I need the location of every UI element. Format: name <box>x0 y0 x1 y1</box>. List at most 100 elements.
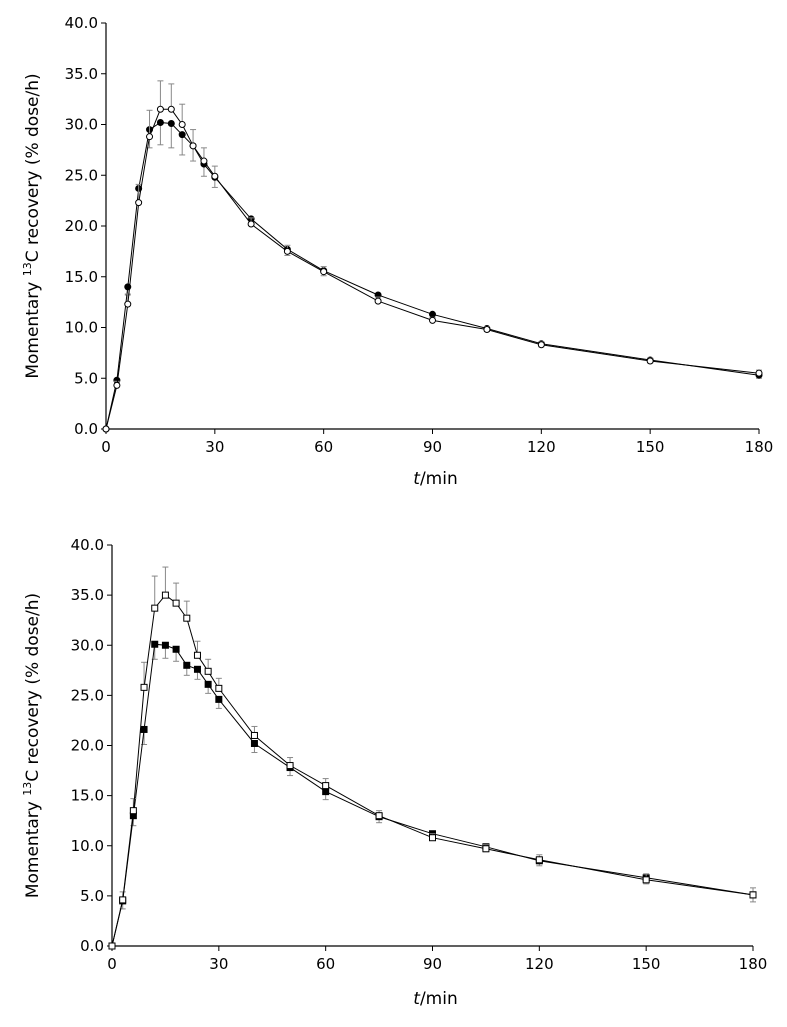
data-point <box>247 220 255 228</box>
data-point <box>172 645 180 653</box>
x-tick-label: 30 <box>209 955 228 973</box>
data-point <box>102 425 110 433</box>
x-tick-label: 180 <box>739 955 768 973</box>
y-tick-label: 5.0 <box>74 369 98 387</box>
data-point <box>215 695 223 703</box>
y-axis-label-prefix: Momentary <box>23 276 43 378</box>
data-point <box>178 121 186 128</box>
data-point <box>193 665 201 673</box>
x-tick-label: 0 <box>101 438 111 456</box>
data-point <box>215 684 223 692</box>
y-tick-label: 25.0 <box>71 686 104 704</box>
data-point <box>108 942 116 950</box>
data-point <box>146 133 154 141</box>
data-point <box>283 247 291 255</box>
chart-panel-top: 0.0 5.0 10.0 15.0 20.0 25.0 30.0 35.0 40.0 0 30 60 9… <box>21 14 773 489</box>
data-point <box>161 641 169 649</box>
data-point <box>119 896 127 904</box>
series-1 <box>108 566 757 950</box>
data-point <box>151 604 159 612</box>
data-point <box>135 199 143 207</box>
x-tick-label: 0 <box>107 955 117 973</box>
data-point <box>167 119 175 127</box>
x-tick-label: 90 <box>423 955 442 973</box>
y-axis-label-sup: 13 <box>21 782 34 796</box>
x-axis-label: t/min <box>413 469 457 489</box>
data-point <box>204 680 212 688</box>
y-tick-label: 40.0 <box>65 14 98 32</box>
y-axis-label: Momentary 13C recovery (% dose/h) <box>21 73 43 378</box>
y-tick-label: 10.0 <box>71 837 104 855</box>
data-point <box>172 599 180 607</box>
x-axis-label-unit: /min <box>420 989 458 1009</box>
data-point <box>374 297 382 305</box>
data-point <box>250 739 258 747</box>
data-point <box>642 876 650 884</box>
data-point <box>129 807 137 815</box>
data-point <box>193 651 201 659</box>
y-tick-label: 10.0 <box>65 319 98 337</box>
data-point <box>250 731 258 739</box>
data-point <box>167 105 175 113</box>
data-point <box>189 142 197 150</box>
y-tick-label: 5.0 <box>80 887 104 905</box>
y-tick-label: 35.0 <box>71 586 104 604</box>
x-tick-label: 120 <box>527 438 556 456</box>
x-axis-label-var: t <box>413 469 421 489</box>
data-point <box>204 667 212 675</box>
y-tick-label: 30.0 <box>71 636 104 654</box>
data-point <box>161 591 169 599</box>
x-tick-label: 30 <box>205 438 224 456</box>
data-point <box>200 157 208 165</box>
x-tick-label: 150 <box>632 955 661 973</box>
y-axis-label: Momentary 13C recovery (% dose/h) <box>21 593 43 898</box>
x-tick-label: 180 <box>745 438 774 456</box>
x-axis-label: t/min <box>413 989 457 1009</box>
y-tick-label: 0.0 <box>80 937 104 955</box>
series-1 <box>102 80 763 433</box>
data-point <box>755 369 763 377</box>
y-axis-label-sup: 13 <box>21 262 34 276</box>
x-axis-label-var: t <box>413 989 421 1009</box>
y-tick-label: 35.0 <box>65 65 98 83</box>
data-point <box>322 782 330 790</box>
y-tick-label: 0.0 <box>74 420 98 438</box>
data-point <box>151 640 159 648</box>
data-point <box>156 105 164 113</box>
y-tick-label: 15.0 <box>65 268 98 286</box>
data-point <box>178 131 186 139</box>
y-tick-label: 30.0 <box>65 116 98 134</box>
data-point <box>124 300 132 308</box>
series-line <box>105 108 760 430</box>
data-point <box>322 788 330 796</box>
data-point <box>646 357 654 365</box>
y-tick-label: 20.0 <box>71 737 104 755</box>
data-point <box>375 812 383 820</box>
data-point <box>286 762 294 770</box>
data-point <box>183 614 191 622</box>
data-point <box>113 381 121 389</box>
data-point <box>140 725 148 733</box>
y-tick-label: 15.0 <box>71 787 104 805</box>
y-tick-label: 25.0 <box>65 166 98 184</box>
x-tick-label: 90 <box>423 438 442 456</box>
x-axis-label-unit: /min <box>420 469 458 489</box>
data-point <box>211 172 219 180</box>
y-axis-label-suffix: C recovery (% dose/h) <box>23 593 43 782</box>
data-point <box>320 268 328 276</box>
series-0 <box>102 118 763 433</box>
series-line <box>111 643 754 947</box>
data-point <box>429 310 436 318</box>
data-point <box>156 118 164 126</box>
x-tick-label: 150 <box>636 438 665 456</box>
data-point <box>483 326 491 334</box>
y-axis-label-suffix: C recovery (% dose/h) <box>23 73 43 262</box>
data-point <box>482 845 490 853</box>
data-point <box>429 316 436 324</box>
series-line <box>111 594 754 947</box>
data-point <box>429 834 436 842</box>
y-tick-label: 20.0 <box>65 217 98 235</box>
data-point <box>535 856 543 864</box>
data-point <box>537 341 545 349</box>
